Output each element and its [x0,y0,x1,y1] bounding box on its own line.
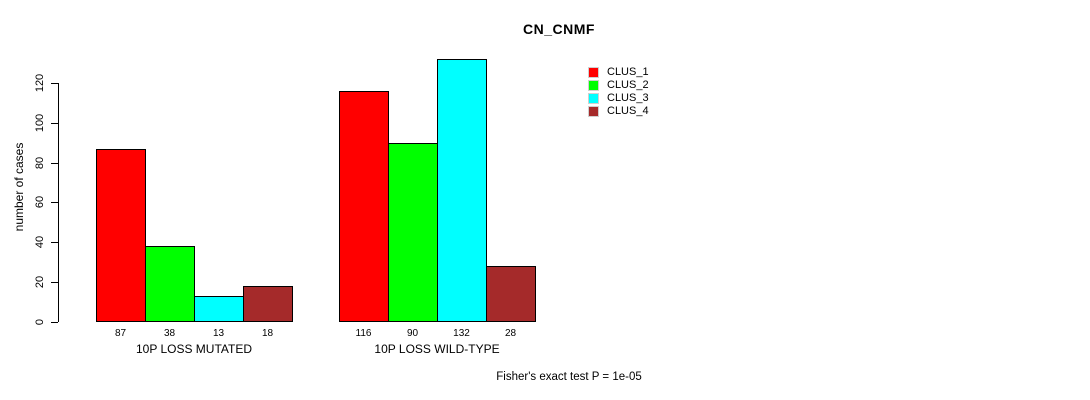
fisher-test-annotation: Fisher's exact test P = 1e-05 [496,371,642,383]
bar-value-label: 28 [504,328,517,339]
legend-item-clus_2: CLUS_2 [588,79,649,92]
y-axis-tick [51,242,58,244]
x-group-label: 10P LOSS MUTATED [135,342,253,356]
bar-clus_2-group-1 [145,246,195,322]
legend-label: CLUS_1 [607,66,649,78]
legend-label: CLUS_3 [607,92,649,104]
legend-swatch-clus_4 [588,106,599,117]
bar-clus_4-group-1 [243,286,293,322]
x-group-label: 10P LOSS WILD-TYPE [374,342,500,356]
legend-swatch-clus_1 [588,67,599,78]
bar-clus_4-group-2 [486,266,536,322]
legend-item-clus_3: CLUS_3 [588,92,649,105]
bar-clus_1-group-1 [96,149,146,322]
y-axis-tick-label: 100 [34,113,46,133]
y-axis-tick [51,122,58,124]
legend-item-clus_1: CLUS_1 [588,66,649,79]
bar-clus_3-group-2 [437,59,487,322]
bar-value-label: 18 [261,328,274,339]
y-axis-tick [51,162,58,164]
y-axis-tick-label: 60 [34,196,46,209]
bar-value-label: 13 [212,328,225,339]
y-axis-title: number of cases [12,142,26,232]
y-axis-tick [51,282,58,284]
legend-item-clus_4: CLUS_4 [588,105,649,118]
legend-swatch-clus_3 [588,93,599,104]
legend-label: CLUS_2 [607,79,649,91]
bar-clus_2-group-2 [388,143,438,322]
bar-clus_1-group-2 [339,91,389,322]
y-axis-tick-label: 80 [34,156,46,169]
bar-value-label: 87 [114,328,127,339]
y-axis-line [58,83,59,322]
bar-clus_3-group-1 [194,296,244,322]
bar-value-label: 132 [453,328,470,339]
y-axis-tick-label: 20 [34,276,46,289]
legend: CLUS_1 CLUS_2 CLUS_3 CLUS_4 [588,66,649,118]
y-axis-tick [51,82,58,84]
y-axis-tick [51,322,58,323]
bar-value-label: 90 [406,328,419,339]
y-axis-tick-label: 120 [34,73,46,93]
y-axis-tick-label: 40 [34,236,46,249]
legend-label: CLUS_4 [607,105,649,117]
legend-swatch-clus_2 [588,80,599,91]
y-axis-tick-label: 0 [34,318,46,326]
bar-value-label: 38 [163,328,176,339]
chart-title: CN_CNMF [523,21,595,37]
bar-value-label: 116 [355,328,372,339]
y-axis-tick [51,202,58,204]
